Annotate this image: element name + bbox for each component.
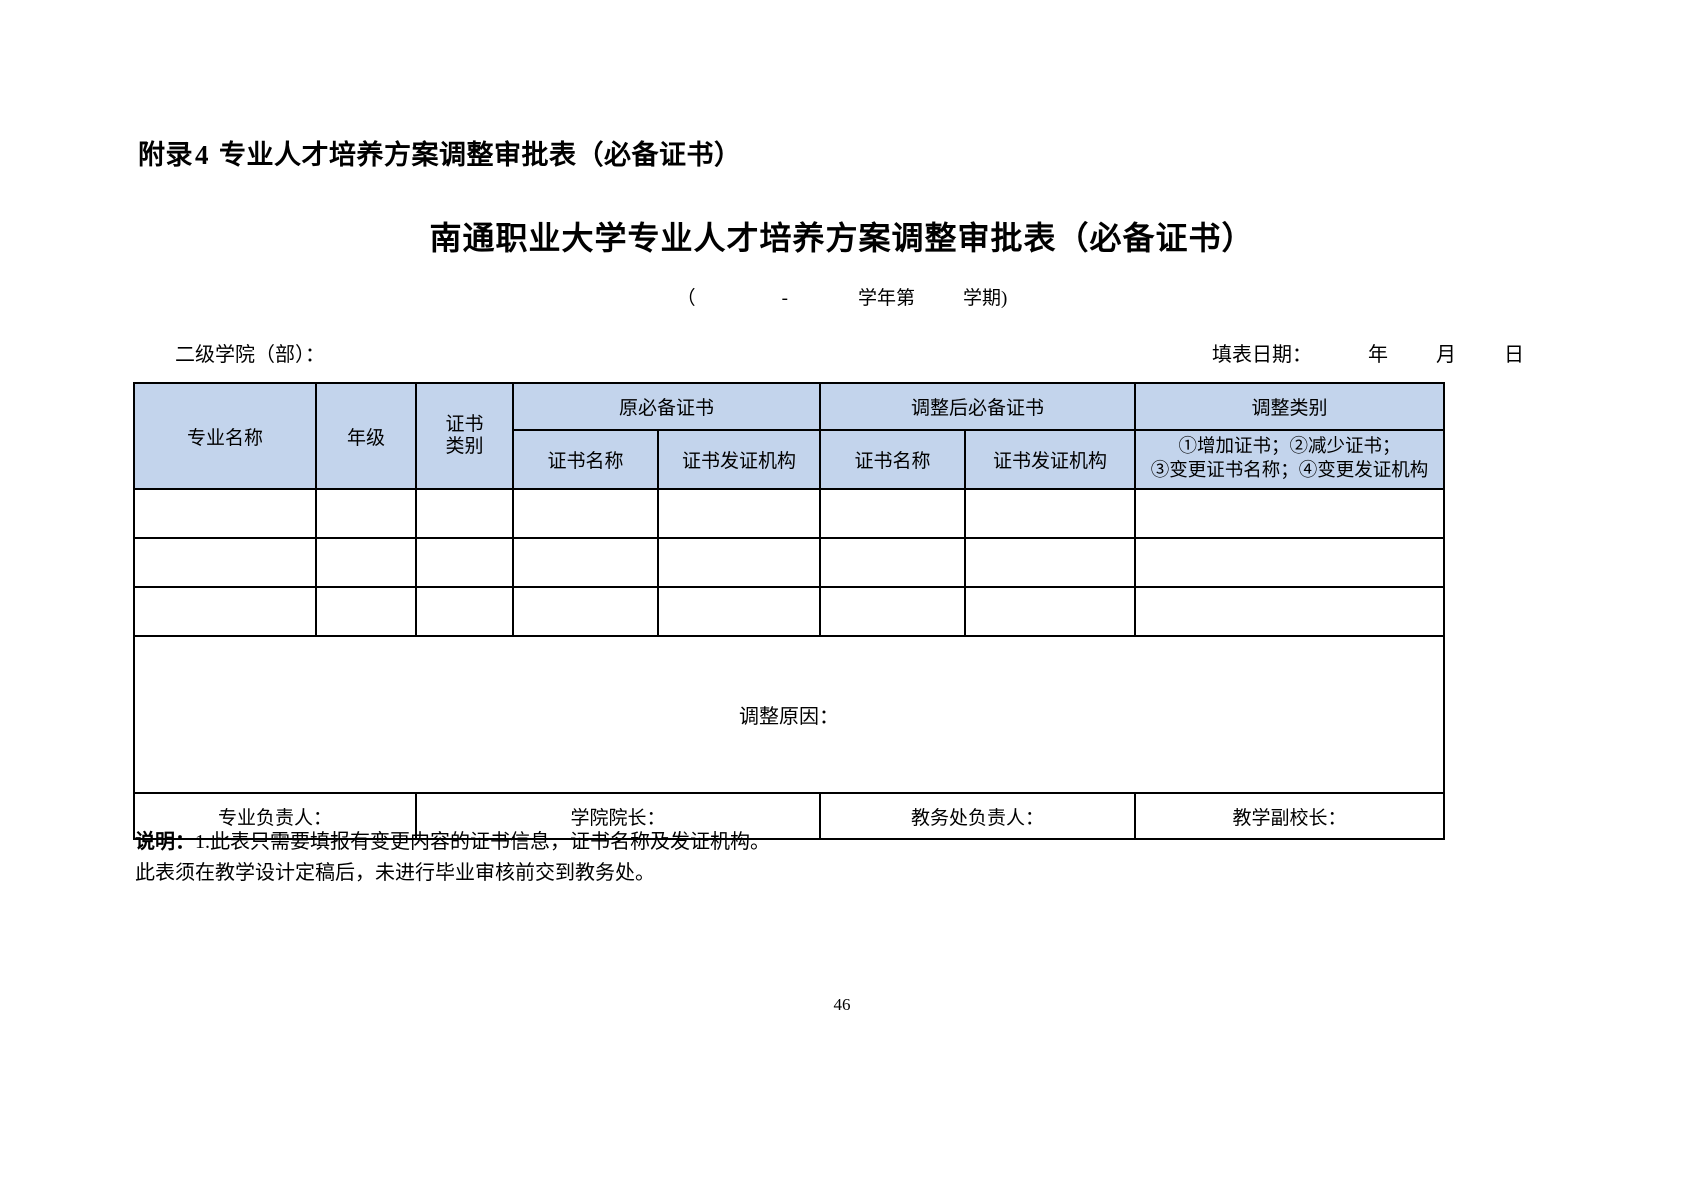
date-year-label: 年 — [1368, 344, 1388, 366]
fill-date-label: 填表日期： — [1212, 344, 1312, 366]
table-header-row-top: 专业名称 年级 证书 类别 原必备证书 调整后必备证书 调整类别 — [133, 382, 1446, 490]
term-semester-label: 学期) — [963, 288, 1008, 309]
header-adjust-category-detail: ①增加证书；②减少证书； ③变更证书名称；④变更发证机构 — [1134, 429, 1446, 490]
cell-cert-type[interactable] — [415, 586, 514, 637]
adjust-category-line2: ③变更证书名称；④变更发证机构 — [1150, 460, 1429, 481]
cell-cert-name-adjusted[interactable] — [819, 586, 967, 637]
header-cert-type: 证书 类别 — [415, 382, 514, 490]
cell-grade[interactable] — [315, 488, 417, 539]
cell-grade[interactable] — [315, 586, 417, 637]
footer-note-line2: 此表须在教学设计定稿后，未进行毕业审核前交到教务处。 — [135, 862, 655, 884]
header-cert-type-line2: 类别 — [445, 436, 484, 457]
cell-adjust-category[interactable] — [1134, 537, 1446, 588]
appendix-label: 附录 — [138, 140, 193, 170]
footer-note-lead: 说明： — [135, 831, 195, 853]
cell-adjust-category[interactable] — [1134, 586, 1446, 637]
fill-date-group: 填表日期： 年 月 日 — [1212, 338, 1524, 367]
appendix-title: 专业人才培养方案调整审批表（必备证书） — [219, 140, 742, 170]
header-cert-issuer-adjusted: 证书发证机构 — [964, 429, 1137, 490]
signature-row: 专业负责人： 学院院长： 教务处负责人： 教学副校长： — [133, 792, 1446, 840]
meta-row: 二级学院（部）： 填表日期： 年 月 日 — [175, 338, 1524, 367]
header-cert-name-adjusted: 证书名称 — [819, 429, 967, 490]
cell-grade[interactable] — [315, 537, 417, 588]
department-label: 二级学院（部）： — [175, 344, 325, 366]
date-month-label: 月 — [1436, 344, 1456, 366]
table-header-row-bottom: 证书名称 证书发证机构 证书名称 证书发证机构 ①增加证书；②减少证书； ③变更… — [134, 429, 1446, 490]
footer-note-line1: 说明：1.此表只需要填报有变更内容的证书信息，证书名称及发证机构。 — [135, 827, 1455, 858]
cell-cert-name-original[interactable] — [512, 586, 659, 637]
cell-adjust-category[interactable] — [1134, 488, 1446, 539]
term-open-paren: （ — [676, 288, 696, 309]
cell-major-name[interactable] — [133, 537, 317, 588]
header-adjust-category: 调整类别 — [1134, 382, 1446, 431]
cell-major-name[interactable] — [133, 488, 317, 539]
page-title: 南通职业大学专业人才培养方案调整审批表（必备证书） — [429, 220, 1255, 256]
header-original-certs: 原必备证书 — [511, 382, 822, 431]
appendix-heading: 附录4 专业人才培养方案调整审批表（必备证书） — [138, 133, 742, 172]
footer-note-text1: 1.此表只需要填报有变更内容的证书信息，证书名称及发证机构。 — [195, 831, 770, 853]
cell-cert-name-adjusted[interactable] — [819, 537, 967, 588]
page-number: 46 — [833, 995, 851, 1014]
table-row[interactable] — [133, 586, 1446, 637]
signature-college-dean[interactable]: 学院院长： — [414, 792, 822, 840]
table-row[interactable] — [133, 537, 1446, 588]
cell-cert-type[interactable] — [415, 537, 514, 588]
header-cert-type-line1: 证书 — [445, 413, 484, 435]
cell-cert-name-original[interactable] — [512, 537, 659, 588]
adjustment-form-table: 专业名称 年级 证书 类别 原必备证书 调整后必备证书 调整类别 证书名称 证书… — [132, 382, 1446, 840]
cell-cert-issuer-original[interactable] — [656, 488, 822, 539]
footer-note: 说明：1.此表只需要填报有变更内容的证书信息，证书名称及发证机构。 此表须在教学… — [135, 827, 1455, 889]
signature-vice-president[interactable]: 教学副校长： — [1134, 792, 1446, 840]
cell-cert-type[interactable] — [415, 488, 514, 539]
header-grade: 年级 — [315, 382, 417, 490]
header-cert-issuer-original: 证书发证机构 — [656, 429, 822, 490]
academic-term-line: （ - 学年第 学期) — [0, 283, 1684, 310]
cell-cert-issuer-adjusted[interactable] — [964, 586, 1137, 637]
header-adjusted-certs: 调整后必备证书 — [819, 382, 1137, 431]
cell-cert-issuer-original[interactable] — [656, 537, 822, 588]
appendix-number: 4 — [195, 140, 209, 170]
adjustment-reason-cell[interactable]: 调整原因： — [132, 635, 1446, 794]
cell-cert-issuer-adjusted[interactable] — [964, 537, 1137, 588]
signature-academic-affairs-head[interactable]: 教务处负责人： — [819, 792, 1137, 840]
reason-row[interactable]: 调整原因： — [132, 635, 1446, 794]
term-dash: - — [781, 288, 788, 309]
signature-major-leader[interactable]: 专业负责人： — [133, 792, 417, 840]
term-year-label: 学年第 — [858, 288, 916, 309]
adjust-category-line1: ①增加证书；②减少证书； — [1178, 436, 1401, 457]
header-cert-name-original: 证书名称 — [512, 429, 659, 490]
cell-cert-name-adjusted[interactable] — [819, 488, 967, 539]
table-row[interactable] — [133, 488, 1446, 539]
cell-major-name[interactable] — [133, 586, 317, 637]
header-major-name: 专业名称 — [133, 382, 317, 490]
cell-cert-issuer-original[interactable] — [656, 586, 822, 637]
cell-cert-issuer-adjusted[interactable] — [964, 488, 1137, 539]
date-day-label: 日 — [1504, 344, 1524, 366]
adjustment-reason-label: 调整原因： — [739, 706, 840, 728]
cell-cert-name-original[interactable] — [512, 488, 659, 539]
